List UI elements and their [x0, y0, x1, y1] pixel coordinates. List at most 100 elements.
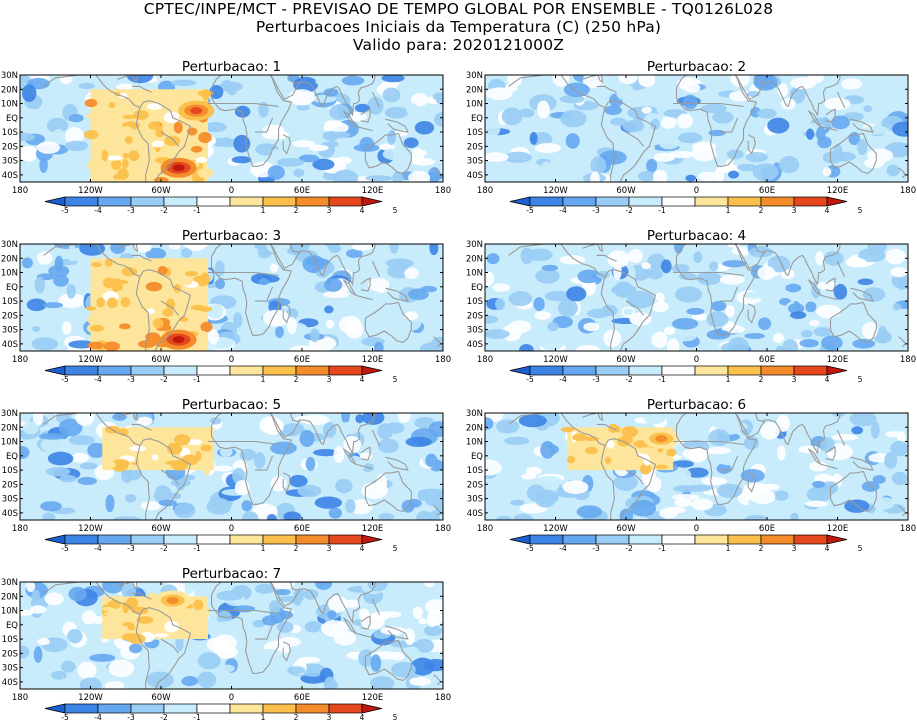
- field-cell: [315, 77, 334, 86]
- warm-cell: [190, 621, 204, 631]
- colorbar-label: 1: [261, 544, 266, 553]
- coastline: [850, 287, 874, 302]
- coastline: [385, 625, 409, 640]
- field-cell: [805, 301, 817, 313]
- field-cell: [428, 167, 441, 182]
- colorbar-label: 5: [393, 544, 398, 553]
- field-cell: [691, 313, 709, 321]
- field-cell: [416, 510, 433, 520]
- coastline: [747, 303, 756, 324]
- warm-cell: [204, 432, 212, 440]
- field-cell: [105, 494, 115, 513]
- field-cell: [412, 606, 423, 620]
- colorbar-segment: [529, 534, 564, 545]
- colorbar-label: 1: [726, 206, 731, 215]
- field-cell: [258, 277, 270, 286]
- field-cell: [534, 490, 556, 508]
- warm-cell: [90, 324, 105, 332]
- coastline: [208, 271, 279, 276]
- field-cell: [170, 478, 191, 487]
- field-cell: [328, 595, 348, 613]
- warm-cell: [193, 599, 204, 611]
- field-cell: [373, 341, 384, 351]
- coastline: [139, 100, 192, 182]
- coastline: [360, 108, 371, 123]
- field-cell: [753, 75, 778, 91]
- warm-cell: [637, 447, 652, 455]
- field-cell: [403, 137, 419, 149]
- warm-cell: [184, 270, 199, 277]
- x-tick-label: 120E: [827, 355, 849, 365]
- field-cell: [197, 652, 221, 670]
- colorbar-label: 4: [825, 544, 830, 553]
- colorbar-label: 5: [393, 206, 398, 215]
- field-cell: [367, 96, 384, 115]
- colorbar-label: -5: [526, 206, 534, 215]
- subtitle: Perturbacoes Iniciais da Temperatura (C)…: [255, 18, 662, 36]
- field-cell: [708, 129, 726, 137]
- warm-cell: [201, 272, 210, 282]
- warm-cell: [604, 457, 612, 465]
- coastline: [385, 287, 409, 302]
- field-cell: [314, 496, 343, 509]
- field-cell: [296, 104, 310, 111]
- coastline: [763, 413, 841, 455]
- field-cell: [271, 582, 295, 590]
- field-cell: [171, 79, 197, 87]
- field-cell: [519, 108, 535, 118]
- field-cell: [231, 156, 252, 164]
- coastline: [829, 132, 877, 175]
- y-tick-label: 10S: [2, 128, 18, 138]
- field-cell: [525, 466, 542, 475]
- field-cell: [673, 485, 696, 493]
- warm-cell: [153, 633, 169, 638]
- field-cell: [693, 251, 703, 264]
- field-cell: [59, 474, 77, 483]
- field-cell: [37, 251, 53, 265]
- field-cell: [815, 250, 824, 266]
- colorbar-end-left: [509, 196, 531, 207]
- field-cell: [508, 320, 532, 334]
- field-cell: [361, 482, 388, 499]
- field-cell: [890, 267, 908, 278]
- field-cell: [716, 483, 743, 498]
- coastline: [269, 413, 301, 439]
- coastline: [269, 244, 301, 270]
- colorbar-label: 5: [393, 713, 398, 722]
- field-cell: [885, 248, 906, 265]
- field-cell: [20, 145, 39, 162]
- field-cell: [891, 471, 908, 486]
- warm-cell: [126, 597, 139, 609]
- colorbar-label: -1: [658, 206, 666, 215]
- coastline: [117, 75, 139, 84]
- warm-cell: [173, 121, 183, 134]
- coastline: [675, 75, 758, 167]
- field-cell: [683, 82, 701, 93]
- field-cell: [890, 440, 908, 457]
- x-tick-label: 120E: [362, 524, 384, 534]
- field-cell: [424, 582, 435, 588]
- field-cell: [756, 108, 777, 119]
- field-cell: [518, 414, 547, 428]
- colorbar-segment: [196, 534, 231, 545]
- field-cell: [425, 453, 438, 468]
- field-cell: [872, 474, 886, 484]
- field-cell: [365, 175, 393, 182]
- colorbar-label: 5: [393, 375, 398, 384]
- colorbar-segment: [727, 196, 762, 207]
- warm-cell: [151, 454, 159, 461]
- colorbar-label: -3: [592, 375, 600, 384]
- field-cell: [253, 451, 266, 470]
- colorbar-segment: [130, 703, 165, 714]
- colorbar-label: 5: [858, 375, 863, 384]
- colorbar-label: 3: [792, 375, 797, 384]
- colorbar-label: -1: [193, 206, 201, 215]
- field-cell: [535, 268, 560, 284]
- coastline: [211, 413, 222, 427]
- field-cell: [252, 619, 266, 628]
- field-cell: [864, 78, 873, 90]
- field-cell: [513, 513, 533, 520]
- field-cell: [267, 165, 285, 180]
- y-tick-label: 20N: [466, 85, 483, 95]
- warm-cell: [102, 606, 114, 611]
